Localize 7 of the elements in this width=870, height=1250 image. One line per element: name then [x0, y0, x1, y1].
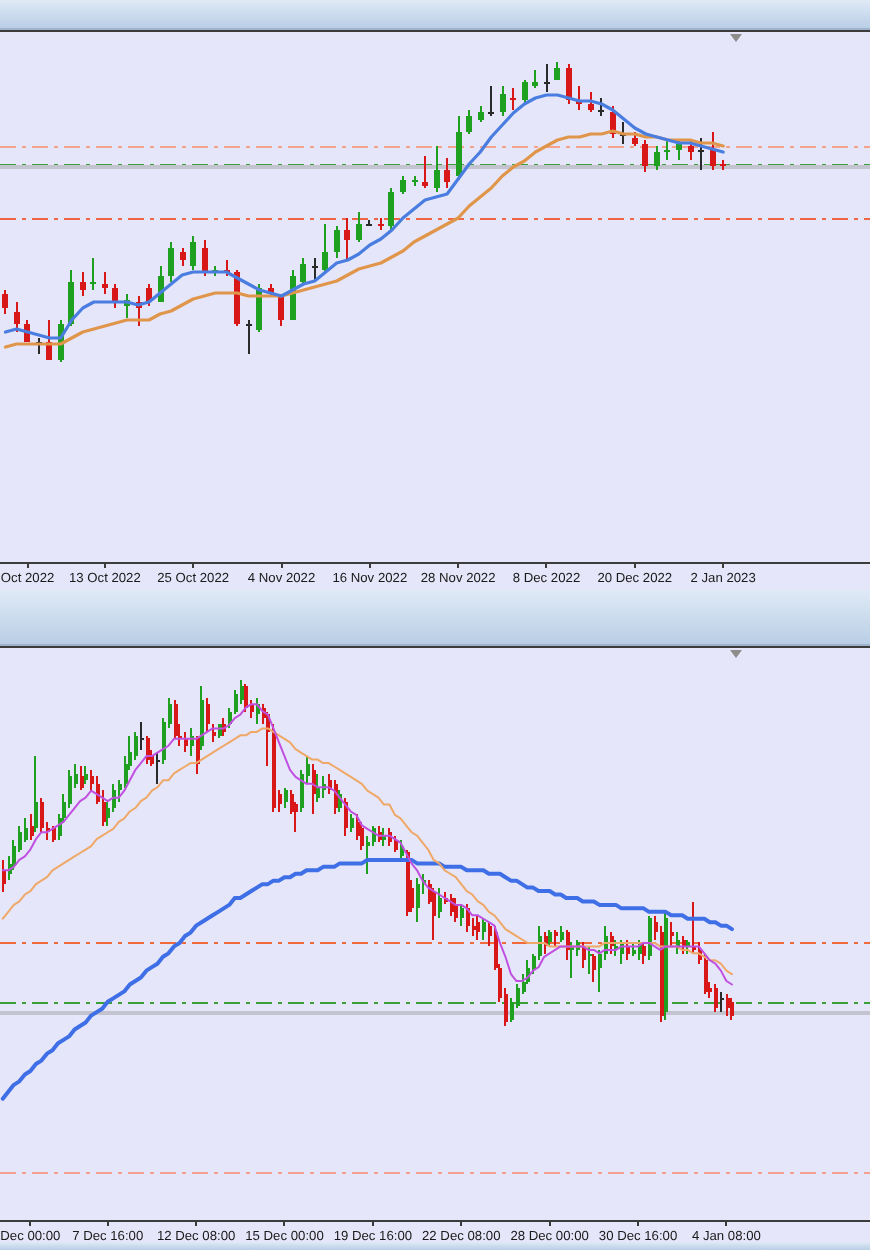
- candlestick: [720, 992, 724, 1012]
- candlestick: [488, 86, 494, 116]
- candlestick: [90, 258, 96, 290]
- candlestick: [140, 722, 144, 750]
- candlestick: [544, 64, 550, 92]
- candlestick: [246, 320, 252, 354]
- candlestick: [510, 88, 516, 110]
